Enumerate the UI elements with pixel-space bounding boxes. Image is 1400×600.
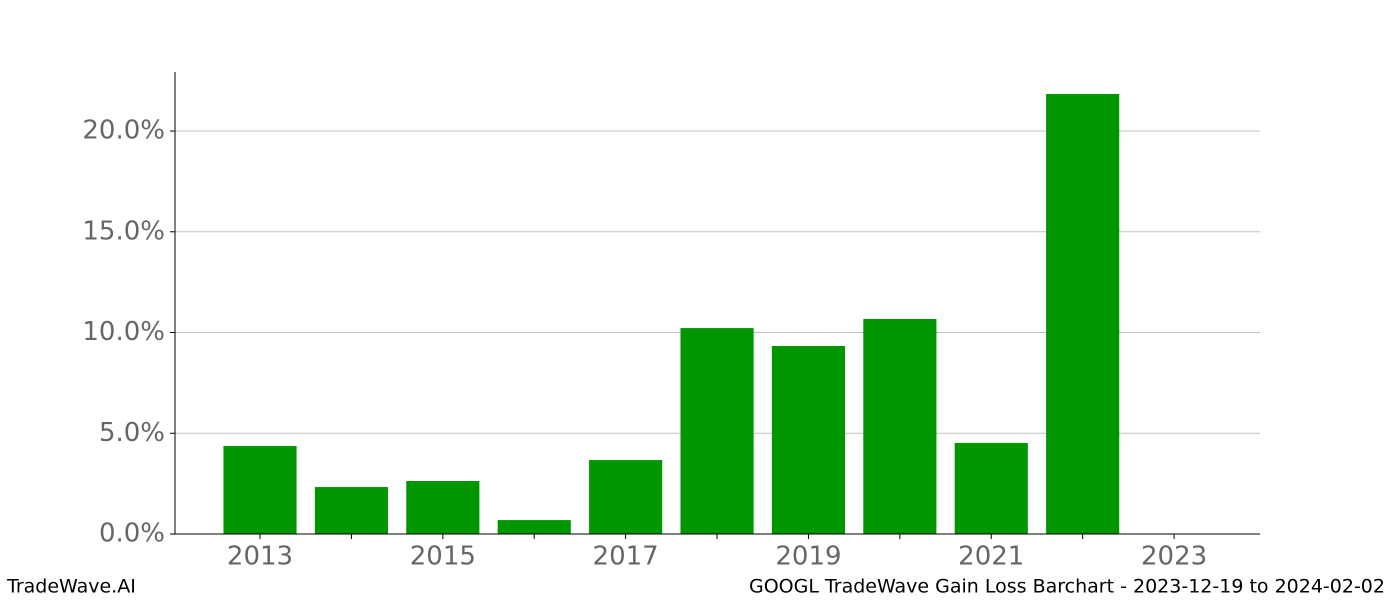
bar: [223, 445, 297, 534]
bar: [406, 481, 480, 534]
y-tick-label: 5.0%: [99, 418, 165, 448]
footer-right: GOOGL TradeWave Gain Loss Barchart - 202…: [749, 576, 1385, 598]
bar: [954, 442, 1028, 534]
y-tick-label: 10.0%: [82, 317, 165, 347]
footer-left: TradeWave.AI: [6, 576, 136, 598]
bar: [771, 346, 846, 534]
bar: [589, 460, 663, 534]
bar: [1046, 93, 1120, 535]
x-tick-label: 2017: [593, 542, 659, 572]
y-tick-label: 0.0%: [99, 519, 165, 549]
x-tick-label: 2019: [775, 542, 841, 572]
y-tick-label: 15.0%: [82, 216, 165, 246]
bar: [863, 319, 937, 534]
x-tick-label: 2023: [1141, 542, 1207, 572]
bar: [314, 487, 388, 534]
y-tick-label: 20.0%: [82, 116, 165, 146]
x-tick-label: 2015: [410, 542, 476, 572]
x-tick-label: 2013: [227, 542, 293, 572]
x-tick-label: 2021: [958, 542, 1024, 572]
bar: [680, 328, 754, 534]
bar: [497, 520, 571, 534]
